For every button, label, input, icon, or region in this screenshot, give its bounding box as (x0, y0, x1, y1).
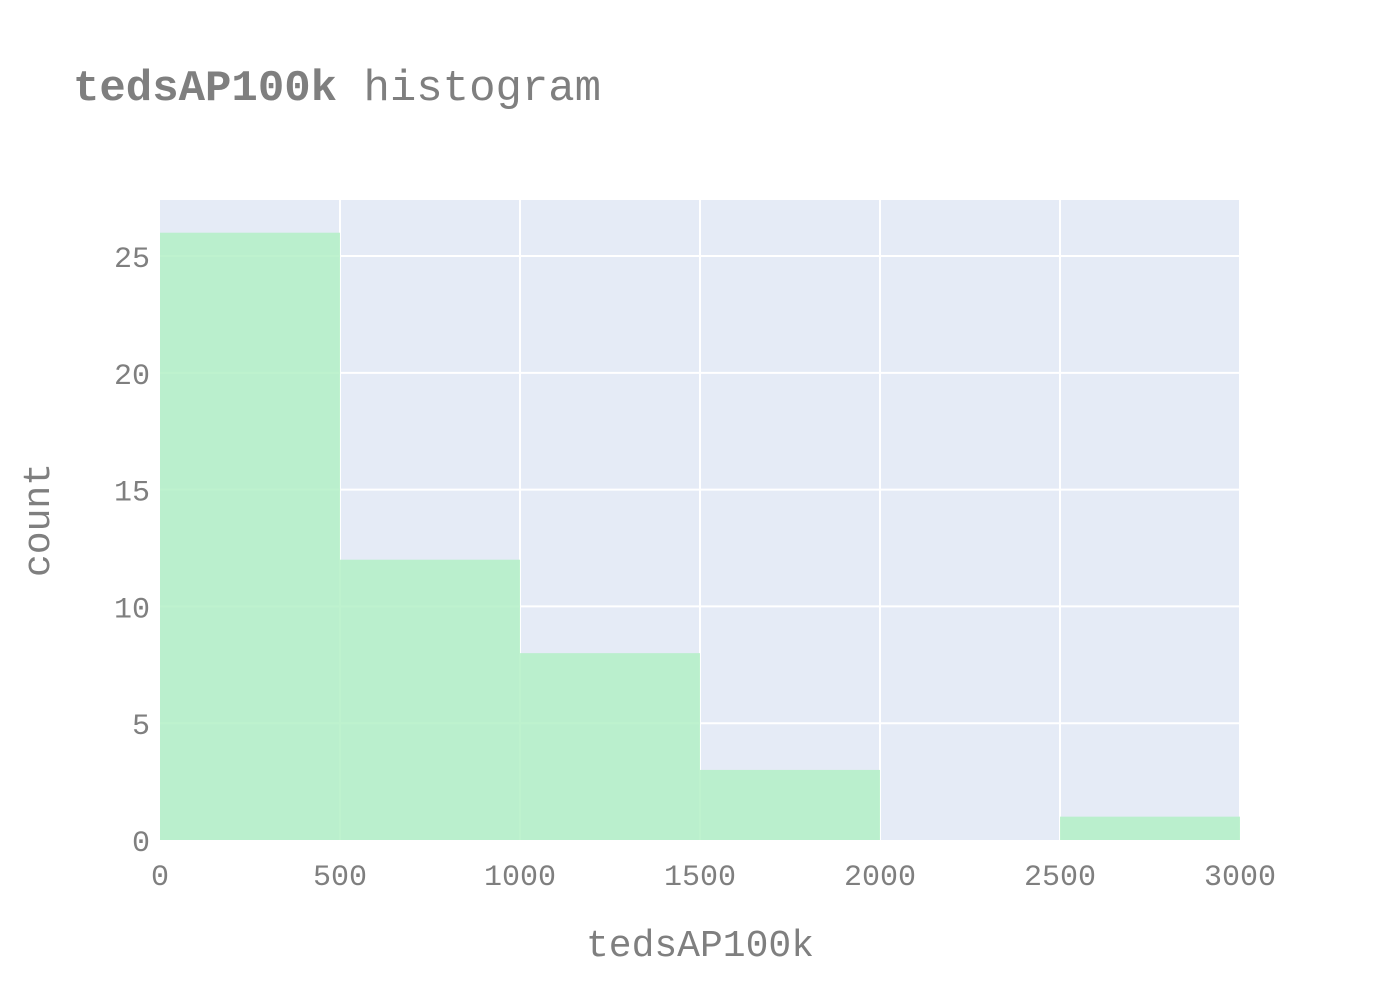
x-tick-label: 3000 (1204, 861, 1276, 895)
x-tick-label: 1500 (664, 861, 736, 895)
x-tick-label: 2500 (1024, 861, 1096, 895)
y-tick-label: 15 (114, 477, 150, 511)
y-axis-title: count (18, 463, 61, 577)
x-tick-label: 1000 (484, 861, 556, 895)
chart-title-rest: histogram (337, 64, 601, 114)
histogram-bar (700, 769, 880, 840)
histogram-bar (1060, 816, 1240, 840)
chart-title-bold: tedsAP100k (73, 64, 337, 114)
y-tick-label: 20 (114, 360, 150, 394)
histogram-bar (340, 559, 520, 840)
y-tick-label: 10 (114, 593, 150, 627)
x-tick-label: 500 (313, 861, 367, 895)
x-tick-label: 2000 (844, 861, 916, 895)
y-tick-label: 25 (114, 243, 150, 277)
bars (160, 232, 1240, 840)
chart-title: tedsAP100k histogram (73, 64, 601, 114)
x-axis-title: tedsAP100k (586, 925, 814, 968)
y-axis-ticks: 0 5 10 15 20 25 (114, 243, 150, 861)
x-tick-label: 0 (151, 861, 169, 895)
histogram-bar (520, 653, 700, 840)
histogram-bar (160, 232, 340, 840)
y-tick-label: 0 (132, 827, 150, 861)
x-axis-ticks: 0 500 1000 1500 2000 2500 3000 (151, 861, 1276, 895)
y-tick-label: 5 (132, 710, 150, 744)
